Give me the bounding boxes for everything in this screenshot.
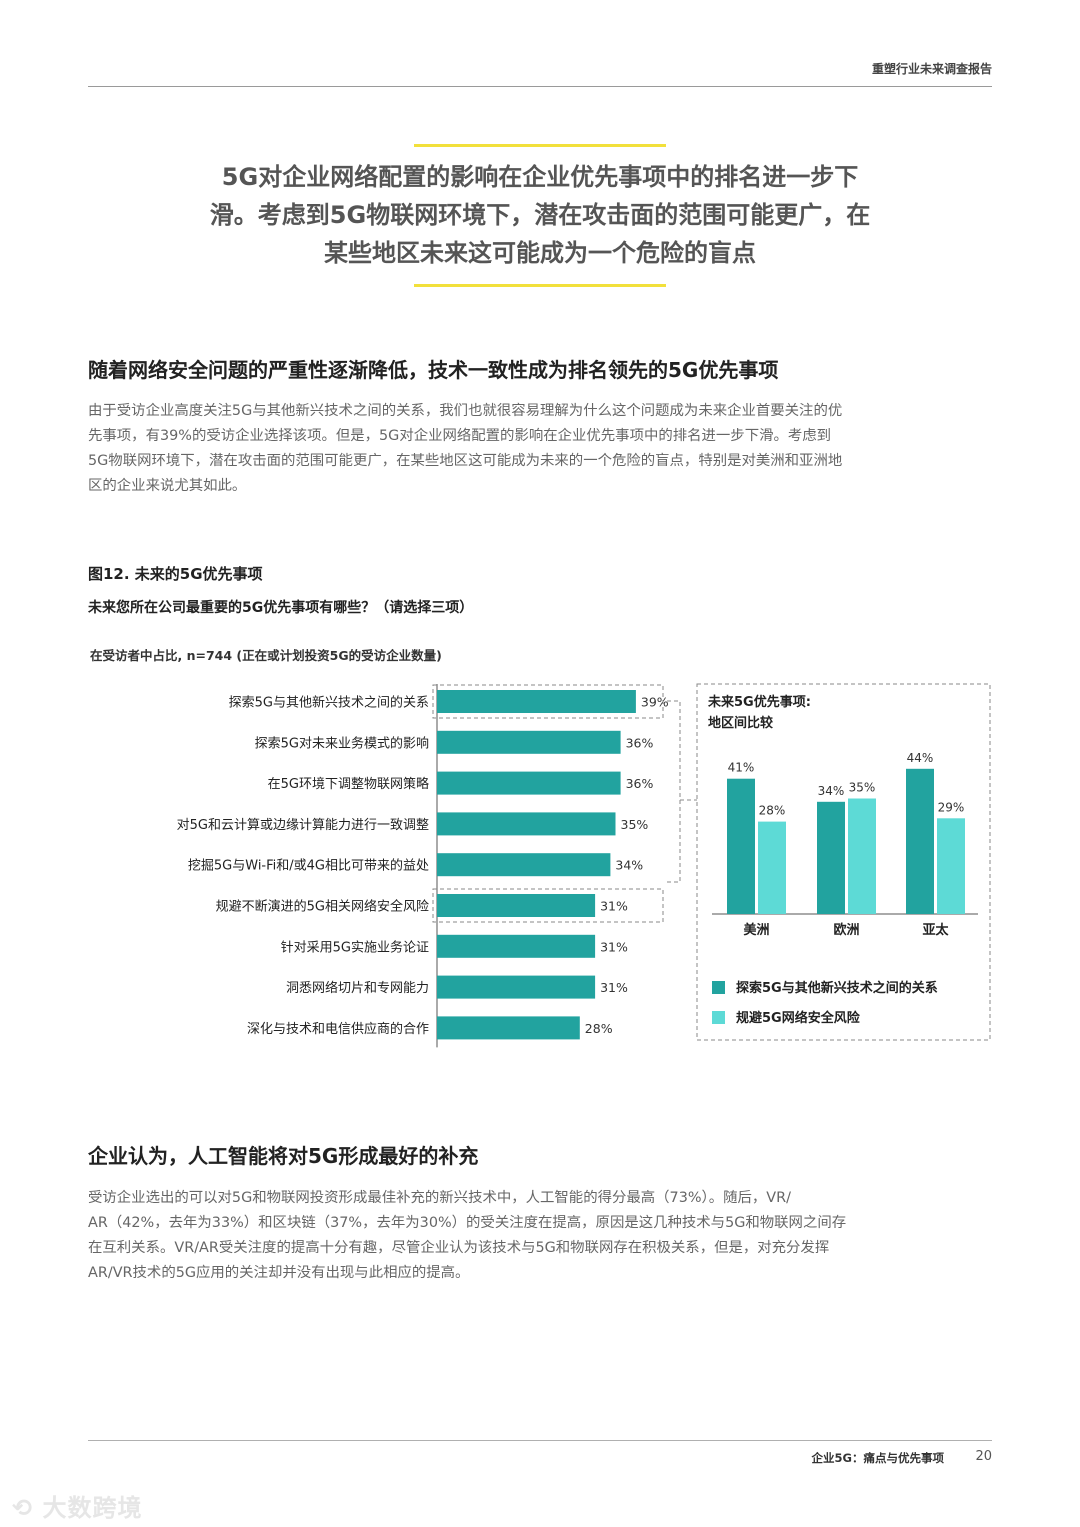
comparison-data-label: 29% — [938, 800, 965, 814]
main-bar-chart: 探索5G与其他新兴技术之间的关系 39% 探索5G对未来业务模式的影响 36% 在5G环… — [177, 684, 669, 1048]
footer-section: 企业5G：痛点与优先事项 — [811, 1451, 944, 1465]
bar — [437, 934, 596, 958]
paragraph-line: 由于受访企业高度关注5G与其他新兴技术之间的关系，我们也就很容易理解为什么这个问… — [88, 403, 843, 419]
category-label: 在5G环境下调整物联网策略 — [268, 776, 429, 792]
region-label: 亚太 — [922, 922, 949, 938]
legend-label: 探索5G与其他新兴技术之间的关系 — [736, 980, 938, 996]
region-label: 欧洲 — [833, 922, 859, 938]
pull-quote-top-rule — [414, 144, 666, 147]
highlight-connectors — [667, 700, 697, 883]
comparison-bar — [937, 818, 965, 914]
category-label: 挖掘5G与Wi-Fi和/或4G相比可带来的益处 — [188, 858, 429, 874]
bar — [437, 690, 636, 713]
comparison-data-label: 35% — [849, 781, 876, 795]
legend-label: 规避5G网络安全风险 — [736, 1010, 861, 1026]
data-label: 36% — [626, 735, 654, 750]
watermark-icon: ⟲ — [12, 1494, 34, 1522]
section2-paragraph: 受访企业选出的可以对5G和物联网投资形成最佳补充的新兴技术中，人工智能的得分最高… — [88, 1186, 992, 1286]
comparison-title: 未来5G优先事项: — [707, 694, 811, 710]
comparison-data-label: 28% — [759, 804, 786, 818]
paragraph-line: 在互利关系。VR/AR受关注度的提高十分有趣，尽管企业认为该技术与5G和物联网存… — [88, 1240, 830, 1256]
data-label: 39% — [641, 695, 669, 710]
header-rule — [88, 86, 992, 87]
comparison-bar — [727, 778, 755, 914]
pull-quote: 5G对企业网络配置的影响在企业优先事项中的排名进一步下 滑。考虑到5G物联网环境… — [150, 158, 930, 272]
data-label: 35% — [621, 817, 649, 832]
comparison-bar — [848, 798, 876, 914]
data-label: 31% — [600, 980, 628, 995]
bar — [437, 975, 596, 999]
bar — [437, 1016, 580, 1040]
figure-title: 图12. 未来的5G优先事项 — [88, 565, 263, 583]
connector-bracket — [667, 700, 681, 883]
pull-quote-line: 5G对企业网络配置的影响在企业优先事项中的排名进一步下 — [221, 163, 859, 191]
bar — [437, 771, 621, 795]
data-label: 34% — [615, 858, 643, 873]
comparison-bar — [906, 768, 934, 914]
section2-heading: 企业认为，人工智能将对5G形成最好的补充 — [88, 1144, 479, 1168]
section1-paragraph: 由于受访企业高度关注5G与其他新兴技术之间的关系，我们也就很容易理解为什么这个问… — [88, 399, 992, 499]
category-label: 对5G和云计算或边缘计算能力进行一致调整 — [177, 818, 429, 833]
section1-heading: 随着网络安全问题的严重性逐渐降低，技术一致性成为排名领先的5G优先事项 — [88, 358, 779, 382]
paragraph-line: 区的企业来说尤其如此。 — [88, 478, 247, 494]
bar — [437, 853, 611, 877]
comparison-bar — [758, 821, 786, 914]
category-label: 探索5G对未来业务模式的影响 — [255, 735, 429, 751]
comparison-data-label: 34% — [818, 784, 845, 798]
paragraph-line: AR/VR技术的5G应用的关注却并没有出现与此相应的提高。 — [88, 1265, 470, 1281]
watermark-logo: ⟲ 大数跨境 — [12, 1488, 142, 1523]
figure-note: 在受访者中占比, n=744 (正在或计划投资5G的受访企业数量) — [90, 648, 442, 663]
region-label: 美洲 — [743, 922, 769, 938]
comparison-subtitle: 地区间比较 — [708, 715, 773, 731]
paragraph-line: 先事项，有39%的受访企业选择该项。但是，5G对企业网络配置的影响在企业优先事项… — [88, 428, 832, 444]
legend-swatch — [712, 1011, 725, 1024]
paragraph-line: AR（42%，去年为33%）和区块链（37%，去年为30%）的受关注度在提高，原… — [88, 1215, 847, 1231]
data-label: 31% — [600, 899, 628, 914]
comparison-data-label: 41% — [728, 761, 755, 775]
page-number: 20 — [975, 1449, 992, 1464]
category-label: 深化与技术和电信供应商的合作 — [247, 1021, 429, 1037]
pull-quote-line: 某些地区未来这可能成为一个危险的盲点 — [324, 239, 756, 267]
category-label: 探索5G与其他新兴技术之间的关系 — [229, 695, 429, 711]
paragraph-line: 受访企业选出的可以对5G和物联网投资形成最佳补充的新兴技术中，人工智能的得分最高… — [88, 1190, 791, 1206]
highlight-box — [432, 684, 664, 719]
legend-swatch — [712, 981, 725, 994]
regional-comparison-chart: 未来5G优先事项: 地区间比较 41% 28% 美洲 34% 35% 欧洲 44% 29% 亚太探索… — [696, 683, 991, 1041]
bar — [437, 812, 616, 836]
comparison-data-label: 44% — [907, 751, 934, 765]
data-label: 36% — [626, 776, 654, 791]
category-label: 规避不断演进的5G相关网络安全风险 — [216, 899, 429, 915]
data-label: 28% — [585, 1021, 613, 1036]
comparison-bar — [817, 801, 845, 914]
bar — [437, 730, 621, 754]
paragraph-line: 5G物联网环境下，潜在攻击面的范围可能更广，在某些地区这可能成为未来的一个危险的… — [88, 453, 843, 469]
chart-figure: 探索5G与其他新兴技术之间的关系 39% 探索5G对未来业务模式的影响 36% 在5G环… — [177, 683, 991, 1048]
report-title: 重塑行业未来调查报告 — [871, 62, 992, 76]
figure-question: 未来您所在公司最重要的5G优先事项有哪些？（请选择三项） — [88, 600, 474, 616]
pull-quote-bottom-rule — [414, 284, 666, 287]
highlight-box — [432, 888, 664, 923]
footer-rule — [88, 1440, 992, 1441]
category-label: 洞悉网络切片和专网能力 — [286, 980, 429, 996]
watermark-text: 大数跨境 — [42, 1494, 143, 1522]
bar — [437, 894, 596, 917]
category-label: 针对采用5G实施业务论证 — [281, 939, 429, 955]
pull-quote-line: 滑。考虑到5G物联网环境下，潜在攻击面的范围可能更广，在 — [209, 201, 871, 229]
comparison-panel — [696, 683, 991, 1041]
data-label: 31% — [600, 939, 628, 954]
